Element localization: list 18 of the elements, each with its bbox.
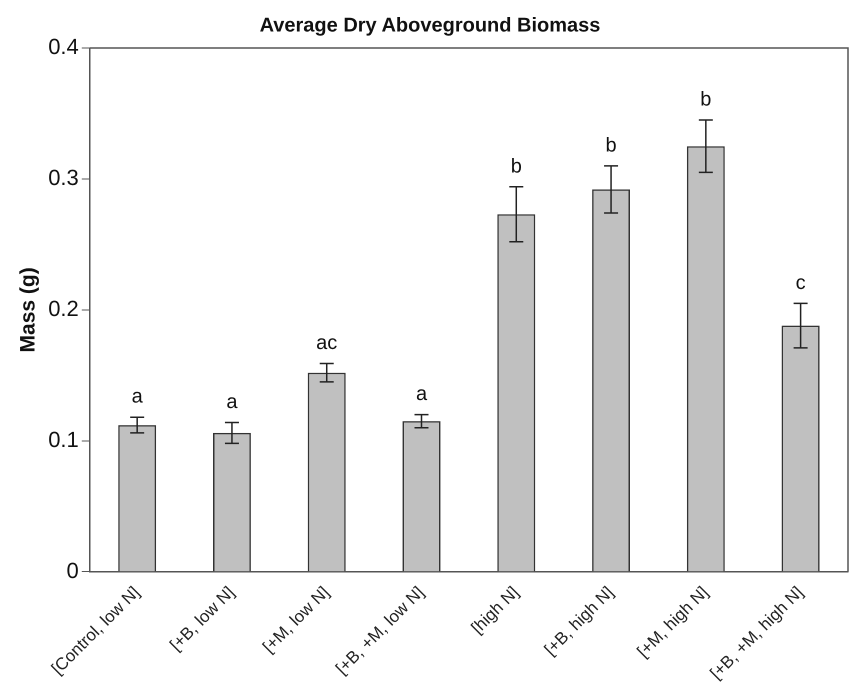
y-tick-label: 0.2	[48, 296, 79, 321]
x-tick-label: [+B, +M, low N]	[332, 582, 428, 678]
chart-title: Average Dry Aboveground Biomass	[260, 14, 600, 37]
x-tick-label: [+B, low N]	[166, 582, 238, 655]
y-axis-title: Mass (g)	[16, 267, 40, 352]
y-tick-label: 0.1	[48, 426, 79, 452]
y-tick-label: 0.4	[48, 34, 79, 60]
y-tick-label: 0.3	[48, 164, 79, 190]
annotation: a	[416, 383, 428, 406]
annotation: b	[700, 88, 712, 111]
x-tick-label: [+B, high N]	[540, 582, 618, 660]
annotation: a	[226, 390, 238, 413]
annotation: c	[796, 272, 806, 294]
y-tick-label: 0	[66, 558, 79, 583]
annotation: b	[605, 134, 617, 156]
annotation: ac	[316, 332, 338, 354]
annotation: a	[132, 386, 144, 408]
annotation: b	[510, 155, 522, 178]
